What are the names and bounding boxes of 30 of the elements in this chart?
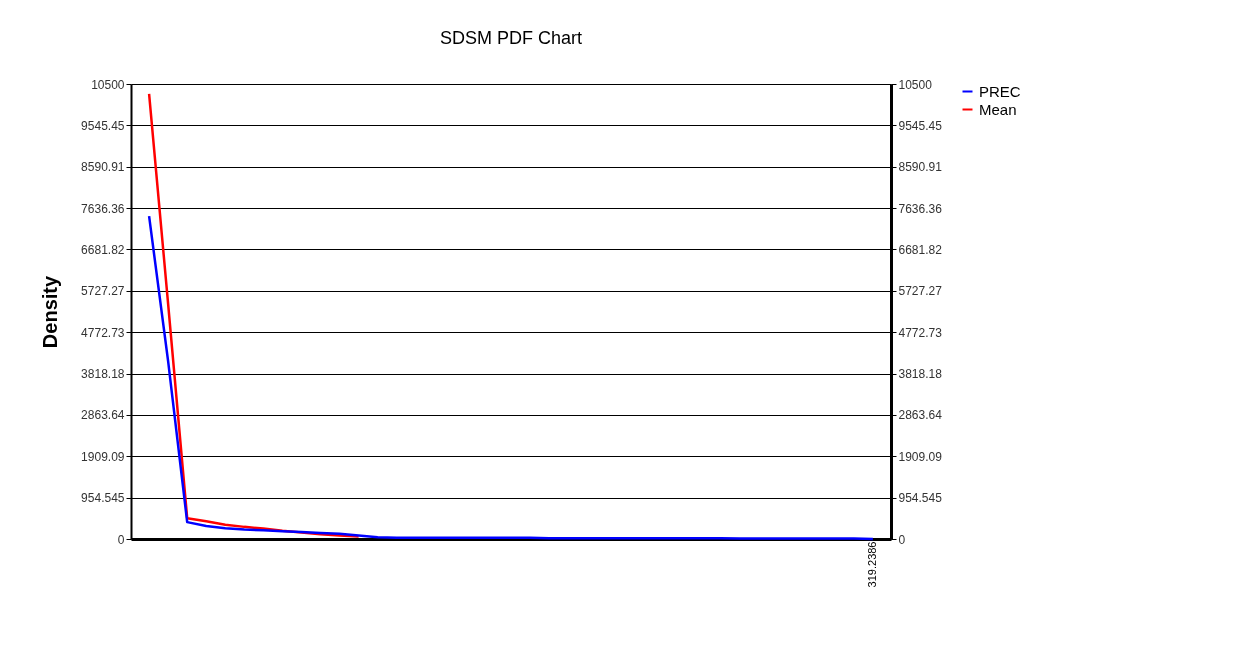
- y2-tick-label: 954.545: [898, 491, 943, 506]
- y2-tick-label: 8590.91: [898, 160, 943, 175]
- y-tick-label: 7636.36: [81, 201, 125, 216]
- y-tick-label: 954.545: [81, 491, 125, 506]
- y-tick-label: 8590.91: [81, 160, 125, 175]
- y-tick-label: 4772.73: [81, 325, 125, 340]
- y-axis-title: Density: [39, 275, 62, 349]
- x-tick-label: 319.2386: [866, 541, 879, 588]
- y-tick-label: 9545.45: [81, 118, 125, 133]
- y-tick-label: 0: [117, 532, 125, 547]
- y2-tick-label: 5727.27: [898, 284, 943, 299]
- y2-tick-label: 9545.45: [898, 118, 943, 133]
- line-series: [147, 214, 875, 541]
- y2-tick-label: 7636.36: [898, 201, 943, 216]
- y2-tick-label: 6681.82: [898, 242, 943, 257]
- legend-label: PREC: [979, 82, 1021, 100]
- legend-label: Mean: [979, 100, 1017, 118]
- y2-tick-label: 2863.64: [898, 408, 943, 423]
- y2-tick-label: 10500: [898, 77, 933, 92]
- y-tick-label: 2863.64: [81, 408, 125, 423]
- chart-title: SDSM PDF Chart: [439, 28, 583, 48]
- y2-tick-label: 1909.09: [898, 449, 943, 464]
- y-tick-label: 10500: [91, 77, 125, 92]
- y2-tick-label: 0: [898, 532, 906, 547]
- y2-tick-label: 4772.73: [898, 325, 943, 340]
- y-tick-label: 5727.27: [81, 284, 125, 299]
- y2-tick-label: 3818.18: [898, 367, 943, 382]
- y-tick-label: 6681.82: [81, 242, 125, 257]
- y-tick-label: 3818.18: [81, 367, 125, 382]
- y-tick-label: 1909.09: [81, 449, 125, 464]
